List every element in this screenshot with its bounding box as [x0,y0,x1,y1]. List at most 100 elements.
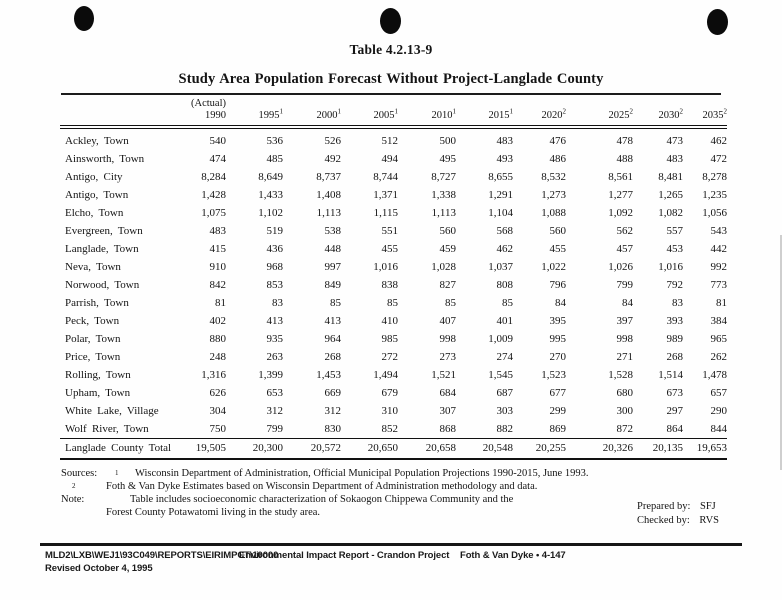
cell-value: 413 [324,315,342,327]
cell-value: 1,265 [658,189,683,201]
cell-value: 1,521 [431,369,456,381]
column-header: 20101 [398,98,456,129]
cell-value: 657 [710,387,728,399]
cell-value: 964 [324,333,342,345]
table-row: Wolf River, Town 750 799 830 852 868 882 869 872… [60,420,727,439]
cell-value: 1,399 [258,369,283,381]
corner-cell [60,98,180,129]
cell-value: 8,744 [373,171,398,183]
cell-value: 773 [710,279,728,291]
cell-value: 677 [549,387,567,399]
cell-value: 852 [381,423,399,435]
row-label: Upham, Town [65,387,131,399]
row-label: Rolling, Town [65,369,131,381]
sources-label: Sources: [61,468,98,479]
total-value: 19,653 [683,438,727,460]
cell-value: 303 [496,405,514,417]
cell-value: 8,561 [608,171,633,183]
cell-value: 838 [381,279,399,291]
cell-value: 512 [381,135,399,147]
total-value: 20,255 [513,438,566,460]
cell-value: 83 [672,297,683,309]
total-value: 19,505 [180,438,226,460]
table-row: Langlade, Town 415 436 448 455 459 462 455 457 45… [60,240,727,258]
footnote-marker: 1 [279,107,284,116]
table-row: Parrish, Town 81 83 85 85 85 85 84 84 83 81 [60,294,727,312]
row-label: Polar, Town [65,333,121,345]
cell-value: 1,102 [258,207,283,219]
footnote-marker: 2 [629,107,634,116]
cell-value: 1,408 [316,189,341,201]
cell-value: 844 [710,423,728,435]
source-line-2: 2 Foth & Van Dyke Estimates based on Wis… [61,480,581,493]
source-1-text: Wisconsin Department of Administration, … [135,468,589,479]
cell-value: 1,016 [373,261,398,273]
cell-value: 1,494 [373,369,398,381]
cell-value: 81 [716,297,727,309]
cell-value: 248 [209,351,227,363]
cell-value: 1,528 [608,369,633,381]
cell-value: 1,115 [373,207,398,219]
cell-value: 872 [616,423,634,435]
cell-value: 989 [666,333,684,345]
total-value: 20,548 [456,438,513,460]
cell-value: 1,277 [608,189,633,201]
row-label: Ackley, Town [65,135,129,147]
row-label: Peck, Town [65,315,120,327]
cell-value: 864 [666,423,684,435]
cell-value: 849 [324,279,342,291]
total-value: 20,572 [283,438,341,460]
cell-value: 998 [616,333,634,345]
cell-value: 882 [496,423,514,435]
cell-value: 495 [439,153,457,165]
table-row: Polar, Town 880 935 964 985 998 1,009 995 998 989… [60,330,727,348]
source-2-sup: 2 [72,482,76,490]
cell-value: 1,037 [488,261,513,273]
cell-value: 551 [381,225,399,237]
cell-value: 560 [439,225,457,237]
cell-value: 992 [710,261,728,273]
cell-value: 8,727 [431,171,456,183]
cell-value: 455 [549,243,567,255]
cell-value: 268 [666,351,684,363]
cell-value: 401 [496,315,514,327]
table-row: Antigo, City 8,284 8,649 8,737 8,744 8,727 8,6… [60,168,727,186]
cell-value: 880 [209,333,227,345]
cell-value: 1,478 [702,369,727,381]
cell-value: 1,338 [431,189,456,201]
footnote-marker: 2 [562,107,567,116]
footnote-marker: 1 [337,107,342,116]
cell-value: 442 [710,243,728,255]
cell-value: 494 [381,153,399,165]
total-label: Langlade County Total [60,438,180,460]
cell-value: 669 [324,387,342,399]
column-header: 20252 [566,98,634,129]
table-row: Ackley, Town 540 536 526 512 500 483 476 478 473 4… [60,127,727,150]
binder-hole-left [74,6,94,31]
cell-value: 680 [616,387,634,399]
cell-value: 462 [496,243,514,255]
cell-value: 1,523 [541,369,566,381]
row-label: Ainsworth, Town [65,153,145,165]
footnote-marker: 2 [679,107,684,116]
footer-page-ref: Foth & Van Dyke • 4-147 [460,550,566,561]
footer-revised-date: Revised October 4, 1995 [45,563,153,574]
prepared-by-label: Prepared by: [637,501,691,512]
cell-value: 384 [710,315,728,327]
table-row: Norwood, Town 842 853 849 838 827 808 796 799 792… [60,276,727,294]
signoff-block: Prepared by: SFJ Checked by: RVS [637,500,719,527]
prepared-by-line: Prepared by: SFJ [637,500,719,514]
cell-value: 304 [209,405,227,417]
footnote-marker: 2 [723,107,728,116]
cell-value: 1,009 [488,333,513,345]
checked-by-line: Checked by: RVS [637,514,719,528]
cell-value: 483 [666,153,684,165]
note-text-line-2: Forest County Potawatomi living in the s… [106,507,321,518]
cell-value: 1,022 [541,261,566,273]
cell-value: 462 [710,135,728,147]
cell-value: 557 [666,225,684,237]
cell-value: 413 [266,315,284,327]
prepared-by-value: SFJ [699,501,716,512]
cell-value: 1,371 [373,189,398,201]
